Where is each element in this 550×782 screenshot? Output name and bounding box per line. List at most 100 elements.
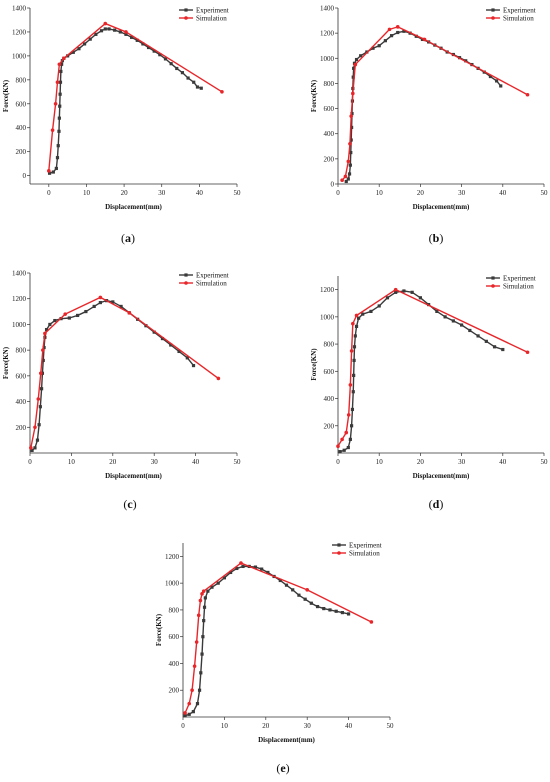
series-line-simulation [30,296,219,448]
y-axis-title: Force(KN) [310,79,318,112]
y-tick-label: 600 [324,105,335,113]
data-point-experiment [163,57,168,61]
x-tick-label: 20 [109,458,117,466]
data-point-experiment [468,328,472,333]
data-point-experiment [202,619,206,623]
y-axis-title: Force(KN) [310,348,318,381]
data-point-experiment [488,74,493,79]
data-point-experiment [346,445,350,450]
y-tick-label: 200 [324,155,335,163]
data-point-experiment [191,710,195,714]
data-point-experiment [53,318,57,323]
y-tick-label: 1200 [320,30,335,38]
data-point-experiment [349,424,354,428]
data-point-simulation [38,371,43,376]
data-point-experiment [206,589,210,593]
data-point-experiment [84,309,88,314]
data-point-experiment [199,86,203,90]
data-point-simulation [348,141,352,146]
data-point-experiment [315,604,320,609]
x-tick-label: 30 [304,722,312,730]
data-point-simulation [47,169,51,173]
y-tick-label: 1000 [12,52,27,60]
data-point-experiment [352,358,356,363]
data-point-experiment [216,581,220,585]
y-tick-label: 600 [16,100,27,108]
data-point-simulation [29,446,33,450]
data-point-experiment [57,129,61,133]
data-point-simulation [349,349,354,353]
data-point-experiment [195,85,200,89]
panel-caption: (e) [276,761,289,775]
data-point-experiment [152,49,156,53]
data-point-experiment [199,671,203,675]
legend-label: Simulation [349,550,380,558]
legend-label: Experiment [503,7,536,15]
data-point-experiment [187,712,191,716]
x-tick-label: 20 [121,189,129,197]
data-point-simulation [192,664,197,668]
x-tick-label: 20 [262,722,270,730]
legend-label: Experiment [196,7,229,15]
data-point-experiment [377,304,381,308]
data-point-simulation [63,312,67,316]
data-point-experiment [59,69,63,74]
data-point-simulation [201,589,206,593]
legend-label: Simulation [503,283,534,291]
data-point-experiment [347,612,351,616]
data-point-simulation [351,321,355,326]
data-point-experiment [152,330,156,334]
data-point-simulation [220,90,224,94]
data-point-experiment [351,390,355,394]
legend-marker [491,16,495,20]
x-tick-label: 10 [221,722,229,730]
data-point-experiment [82,42,87,46]
data-point-experiment [352,373,356,377]
y-axis-title: Force(KN) [2,346,10,379]
data-point-simulation [198,598,203,603]
data-point-experiment [71,50,75,54]
legend-marker [184,273,188,277]
data-point-experiment [303,597,307,601]
data-point-experiment [309,601,313,605]
data-point-experiment [48,322,52,327]
data-point-experiment [51,170,55,174]
x-tick-label: 30 [458,189,466,197]
y-tick-label: 800 [324,341,335,349]
data-point-simulation [393,287,398,292]
x-tick-label: 40 [196,189,204,197]
data-point-experiment [253,565,258,569]
data-point-experiment [58,80,63,84]
data-point-simulation [348,383,353,387]
x-tick-label: 30 [151,458,159,466]
data-point-experiment [229,570,233,575]
data-point-experiment [418,296,422,300]
chart-panel-d: 0 10 20 30 40 50 200 400 600 800 1000 1200 Displacem… [310,275,548,512]
data-point-experiment [30,448,34,453]
x-tick-label: 50 [234,458,242,466]
data-point-simulation [340,437,344,442]
data-point-experiment [183,714,187,718]
data-point-experiment [113,28,117,32]
y-tick-label: 1000 [12,321,27,329]
data-point-experiment [501,347,505,352]
data-point-experiment [359,54,363,58]
data-point-experiment [77,47,81,51]
y-tick-label: 600 [169,633,180,641]
data-point-simulation [216,376,221,381]
data-point-experiment [351,75,355,79]
series-line-experiment [345,30,502,182]
data-point-experiment [58,92,62,96]
data-point-experiment [278,578,282,583]
y-tick-label: 1400 [12,270,27,278]
data-point-experiment [130,35,134,39]
x-tick-label: 30 [458,458,466,466]
data-point-experiment [98,300,102,305]
y-tick-label: 0 [331,181,335,189]
x-axis-title: Displacement(mm) [105,472,162,480]
x-tick-label: 40 [192,458,200,466]
x-tick-label: 0 [336,189,340,197]
data-point-simulation [525,92,530,97]
legend-label: Experiment [196,272,229,280]
data-point-simulation [305,588,310,592]
